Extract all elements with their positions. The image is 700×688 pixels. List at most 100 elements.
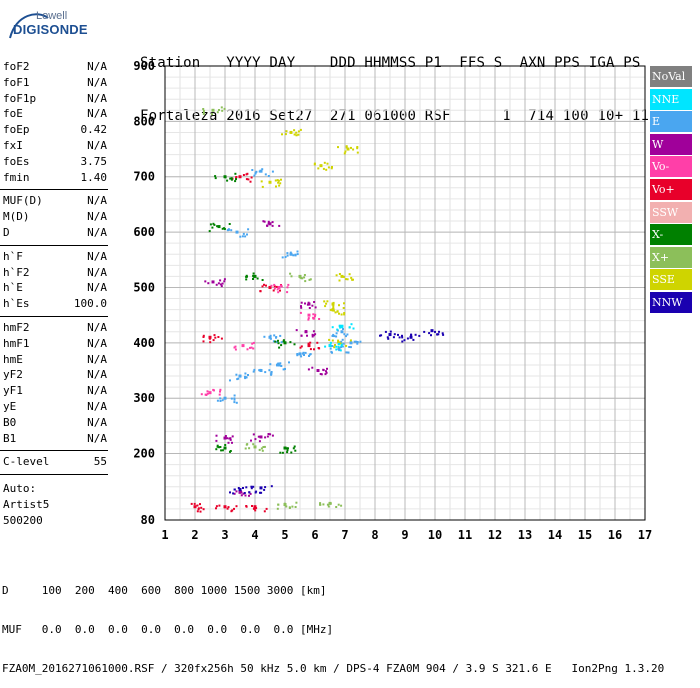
data-point-sse	[344, 150, 347, 153]
data-point-w	[262, 220, 265, 223]
data-point-sse	[313, 162, 316, 165]
data-point-x-	[286, 449, 289, 452]
data-point-vo-	[200, 393, 203, 396]
param-value: 100.0	[73, 297, 107, 311]
data-point-w	[268, 222, 272, 226]
data-point-vo-	[277, 291, 280, 294]
data-point-x-	[340, 504, 343, 507]
data-point-vo-	[252, 341, 255, 344]
data-point-e	[259, 369, 263, 373]
param-name: fxI	[3, 139, 23, 152]
data-point-nnw	[243, 492, 246, 494]
data-point-w	[257, 435, 260, 438]
data-point-vo-	[193, 505, 197, 509]
data-point-x-	[216, 445, 219, 448]
data-point-w	[322, 369, 325, 372]
x-tick-label: 9	[401, 528, 408, 542]
data-point-x-	[228, 223, 231, 225]
data-point-x-	[253, 445, 257, 449]
data-point-vo-	[234, 348, 237, 351]
data-point-nnw	[441, 332, 444, 335]
legend-item-ssw: SSW	[650, 201, 692, 223]
data-point-nnw	[401, 340, 404, 343]
data-point-vo-	[234, 345, 237, 348]
data-point-x-	[224, 444, 227, 446]
data-point-vo-	[226, 507, 229, 510]
data-point-x-	[214, 175, 217, 178]
data-point-e	[244, 375, 246, 378]
data-point-sse	[261, 185, 264, 188]
data-point-sse	[333, 346, 336, 349]
data-point-nnw	[233, 488, 236, 491]
param-value: N/A	[87, 107, 107, 121]
data-point-nnw	[438, 330, 440, 333]
data-point-nnw	[229, 491, 231, 494]
param-row-fxi: fxI N/A	[0, 139, 108, 154]
data-point-x-	[221, 227, 224, 230]
data-point-w	[244, 494, 247, 497]
data-point-e	[244, 372, 247, 375]
param-name: hmF1	[3, 336, 30, 350]
param-name: foEp	[3, 123, 30, 137]
param-row-foep: foEp 0.42	[0, 123, 108, 138]
data-point-nnw	[259, 491, 261, 494]
data-point-e	[331, 351, 333, 354]
data-point-e	[286, 252, 289, 255]
data-point-sse	[352, 148, 355, 151]
param-row-hf: h`F N/A	[0, 250, 108, 265]
polarization-legend: NoVal NNE E W Vo- Vo+ SSW X- X+ SSE NNW	[650, 66, 692, 315]
data-point-e	[356, 342, 359, 345]
data-point-e	[286, 254, 289, 257]
data-point-x-	[258, 448, 261, 451]
data-point-vo-	[307, 342, 310, 345]
param-value: N/A	[87, 321, 107, 334]
data-point-w	[307, 302, 311, 306]
data-point-e	[343, 333, 346, 336]
data-point-nnw	[379, 334, 381, 337]
data-point-x-	[260, 447, 263, 450]
data-point-sse	[356, 147, 359, 150]
data-point-nnw	[264, 486, 267, 489]
data-point-sse	[345, 278, 347, 281]
data-point-e	[268, 369, 271, 372]
data-point-x-	[280, 344, 283, 347]
data-point-nnw	[237, 487, 240, 489]
data-point-sse	[343, 313, 346, 316]
data-point-nne	[335, 345, 338, 348]
data-point-e	[298, 352, 302, 356]
data-point-e	[284, 256, 287, 258]
data-point-x-	[293, 343, 296, 346]
data-point-e	[309, 353, 312, 356]
param-row-fof1p: foF1p N/A	[0, 92, 108, 107]
data-point-vo-	[265, 507, 268, 510]
data-point-sse	[297, 133, 300, 136]
data-point-w	[215, 434, 218, 437]
data-point-x-	[245, 274, 248, 277]
y-tick-label: 200	[133, 447, 155, 461]
data-point-sse	[334, 344, 336, 346]
data-point-nnw	[389, 330, 392, 333]
data-point-x-	[235, 178, 237, 181]
param-value: 55	[93, 455, 107, 469]
data-point-vo-	[251, 505, 253, 507]
data-point-sse	[343, 152, 346, 155]
param-row-yf2: yF2 N/A	[0, 368, 108, 383]
x-tick-label: 16	[608, 528, 622, 542]
data-point-nnw	[232, 492, 235, 495]
data-point-e	[301, 352, 304, 355]
data-point-x-	[282, 339, 285, 342]
data-point-x-	[276, 507, 279, 510]
data-point-w	[259, 435, 263, 439]
data-point-e	[340, 330, 344, 334]
data-point-w	[311, 335, 314, 338]
data-point-e	[244, 377, 247, 380]
data-point-nne	[339, 326, 342, 329]
data-point-e	[337, 346, 341, 350]
data-point-nne	[348, 326, 351, 329]
param-name: D	[3, 226, 10, 239]
data-point-w	[224, 435, 227, 437]
data-point-vo-	[242, 174, 245, 176]
data-point-vo-	[318, 318, 321, 320]
data-point-w	[300, 305, 302, 308]
data-point-nne	[352, 327, 355, 330]
